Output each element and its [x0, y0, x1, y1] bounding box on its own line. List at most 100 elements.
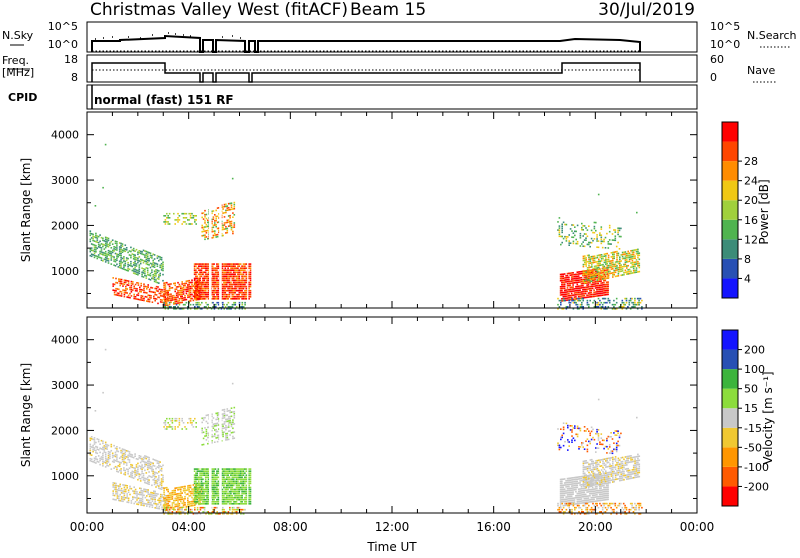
range-gate-cell [133, 262, 135, 264]
range-gate-cell [183, 299, 185, 301]
range-gate-cell [112, 461, 114, 463]
range-gate-cell [592, 278, 594, 280]
range-gate-cell [223, 276, 225, 278]
range-gate-cell [160, 293, 162, 295]
range-gate-cell [195, 265, 197, 267]
range-gate-cell [246, 267, 248, 269]
range-gate-cell [173, 509, 175, 511]
range-gate-cell [124, 292, 126, 294]
range-gate-cell [124, 284, 126, 286]
range-gate-cell [230, 495, 232, 497]
range-gate-cell [122, 258, 124, 260]
range-gate-cell [241, 468, 243, 470]
range-gate-cell [237, 491, 239, 493]
range-gate-cell [236, 298, 238, 300]
range-gate-cell [106, 256, 108, 258]
range-gate-cell [120, 243, 122, 245]
range-gate-cell [140, 251, 142, 253]
range-gate-cell [127, 457, 129, 459]
range-gate-cell [227, 269, 229, 271]
range-gate-cell [194, 267, 196, 269]
range-gate-cell [246, 296, 248, 298]
range-gate-cell [602, 268, 604, 270]
range-gate-cell [233, 470, 235, 472]
range-gate-cell [230, 489, 232, 491]
range-gate-cell [230, 501, 232, 503]
range-gate-cell [197, 298, 199, 300]
range-gate-cell [147, 493, 149, 495]
range-gate-cell [162, 270, 164, 272]
range-gate-cell [604, 262, 606, 264]
range-gate-cell [197, 267, 199, 269]
range-gate-cell [248, 298, 250, 300]
range-gate-cell [229, 280, 231, 282]
range-gate-cell [124, 279, 126, 281]
range-gate-cell [615, 270, 617, 272]
range-gate-cell [222, 278, 224, 280]
range-gate-cell [170, 295, 172, 297]
range-gate-cell [197, 493, 199, 495]
range-gate-cell [246, 481, 248, 483]
range-gate-cell [582, 235, 584, 237]
range-gate-cell [225, 499, 227, 501]
range-gate-cell [616, 275, 618, 277]
range-gate-cell [150, 297, 152, 299]
range-gate-cell [140, 474, 142, 476]
range-gate-cell [216, 298, 218, 300]
range-gate-cell [570, 281, 572, 283]
range-gate-cell [561, 232, 563, 234]
range-gate-cell [181, 300, 183, 302]
range-gate-cell [226, 487, 228, 489]
range-gate-cell [230, 485, 232, 487]
range-gate-cell [599, 256, 601, 258]
range-gate-cell [154, 471, 156, 473]
range-gate-cell [149, 504, 151, 506]
range-gate-cell [577, 286, 579, 288]
range-gate-cell [215, 437, 217, 439]
range-gate-cell [568, 478, 570, 480]
range-gate-cell [197, 284, 199, 286]
range-gate-cell [248, 479, 250, 481]
range-gate-cell [629, 261, 631, 263]
range-gate-cell [127, 266, 129, 268]
range-gate-cell [106, 258, 108, 260]
range-gate-cell [222, 477, 224, 479]
range-gate-cell [592, 288, 594, 290]
range-gate-cell [167, 306, 169, 308]
range-gate-cell [218, 282, 220, 284]
range-gate-cell [147, 499, 149, 501]
range-gate-cell [571, 236, 573, 238]
range-gate-cell [98, 236, 100, 238]
range-gate-cell [183, 289, 185, 291]
range-gate-cell [604, 266, 606, 268]
range-gate-cell [227, 470, 229, 472]
range-gate-cell [217, 416, 219, 418]
range-gate-cell [630, 300, 632, 302]
range-gate-cell [120, 247, 122, 249]
range-gate-cell [229, 282, 231, 284]
range-gate-cell [216, 489, 218, 491]
range-gate-cell [99, 247, 101, 249]
range-gate-cell [147, 489, 149, 491]
range-gate-cell [215, 419, 217, 421]
range-gate-cell [212, 278, 214, 280]
range-gate-cell [641, 300, 643, 302]
range-gate-cell [176, 288, 178, 290]
range-gate-cell [602, 266, 604, 268]
range-gate-cell [568, 484, 570, 486]
range-gate-cell [243, 298, 245, 300]
range-gate-cell [152, 287, 154, 289]
range-gate-cell [585, 259, 587, 261]
range-gate-cell [212, 294, 214, 296]
range-gate-cell [177, 497, 179, 499]
range-gate-cell [591, 262, 593, 264]
range-gate-cell [250, 495, 252, 497]
range-gate-cell [126, 497, 128, 499]
range-gate-cell [578, 294, 580, 296]
range-gate-cell [603, 288, 605, 290]
range-gate-cell [205, 474, 207, 476]
range-gate-cell [122, 249, 124, 251]
range-gate-cell [212, 306, 214, 308]
range-gate-cell [115, 243, 117, 245]
range-gate-cell [177, 213, 179, 215]
